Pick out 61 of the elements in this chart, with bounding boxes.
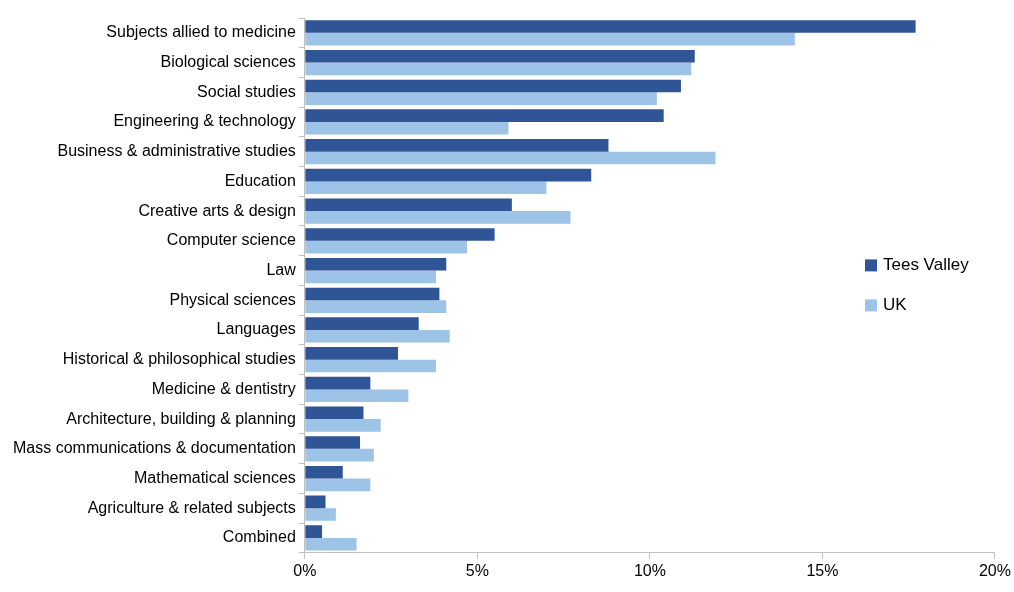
bar: [305, 109, 664, 122]
y-tick-label: Physical sciences: [169, 290, 296, 308]
bar: [305, 168, 592, 182]
bar: [305, 537, 357, 551]
bar: [305, 300, 447, 313]
x-tick-label: 15%: [806, 561, 839, 579]
y-tick-label: Mass communications & documentation: [13, 439, 296, 457]
bar: [305, 347, 398, 360]
bar: [305, 20, 916, 33]
bar: [305, 92, 657, 105]
bar: [305, 211, 571, 224]
bar: [305, 181, 547, 195]
bar: [305, 508, 336, 521]
bar: [305, 62, 692, 76]
bar: [305, 406, 364, 420]
y-tick-label: Subjects allied to medicine: [106, 23, 296, 41]
y-tick-label: Architecture, building & planning: [66, 409, 296, 427]
y-tick-label: Combined: [222, 528, 296, 546]
bar: [305, 436, 361, 449]
y-tick-label: Computer science: [166, 231, 296, 249]
bar: [305, 495, 326, 509]
bar: [305, 359, 436, 373]
y-tick-label: Social studies: [197, 82, 296, 100]
y-tick-label: Languages: [216, 320, 296, 338]
bar: [305, 151, 716, 165]
x-tick-label: 20%: [978, 561, 1011, 579]
bar: [305, 139, 609, 152]
bar: [305, 465, 343, 479]
bar: [305, 419, 381, 432]
y-tick-label: Agriculture & related subjects: [87, 498, 296, 516]
bar: [305, 49, 695, 63]
y-tick-label: Medicine & dentistry: [151, 379, 296, 397]
x-tick-label: 5%: [465, 561, 489, 579]
bar: [305, 257, 447, 271]
bar: [305, 525, 323, 538]
x-tick-label: 0%: [293, 561, 317, 579]
y-tick-label: Creative arts & design: [138, 201, 296, 219]
bar: [305, 32, 795, 46]
bar: [305, 240, 467, 254]
bar: [305, 270, 436, 284]
bar: [305, 287, 440, 301]
bar: [305, 389, 409, 403]
bar: [305, 317, 419, 330]
y-tick-label: Historical & philosophical studies: [62, 350, 296, 368]
x-tick-label: 10%: [633, 561, 666, 579]
bar: [305, 198, 512, 212]
y-tick-label: Law: [266, 260, 297, 278]
bar: [305, 228, 495, 241]
bar: [305, 329, 450, 343]
bar: [305, 79, 681, 93]
bar: [305, 121, 509, 135]
bar: [305, 478, 371, 492]
y-tick-label: Biological sciences: [160, 52, 296, 70]
y-tick-label: Mathematical sciences: [133, 468, 296, 486]
y-tick-label: Engineering & technology: [113, 112, 296, 130]
bar: [305, 448, 374, 462]
legend-label: Tees Valley: [882, 255, 970, 275]
bar: [305, 376, 371, 390]
legend-label: UK: [882, 295, 908, 315]
y-tick-label: Education: [224, 171, 296, 189]
y-tick-label: Business & administrative studies: [57, 142, 296, 160]
